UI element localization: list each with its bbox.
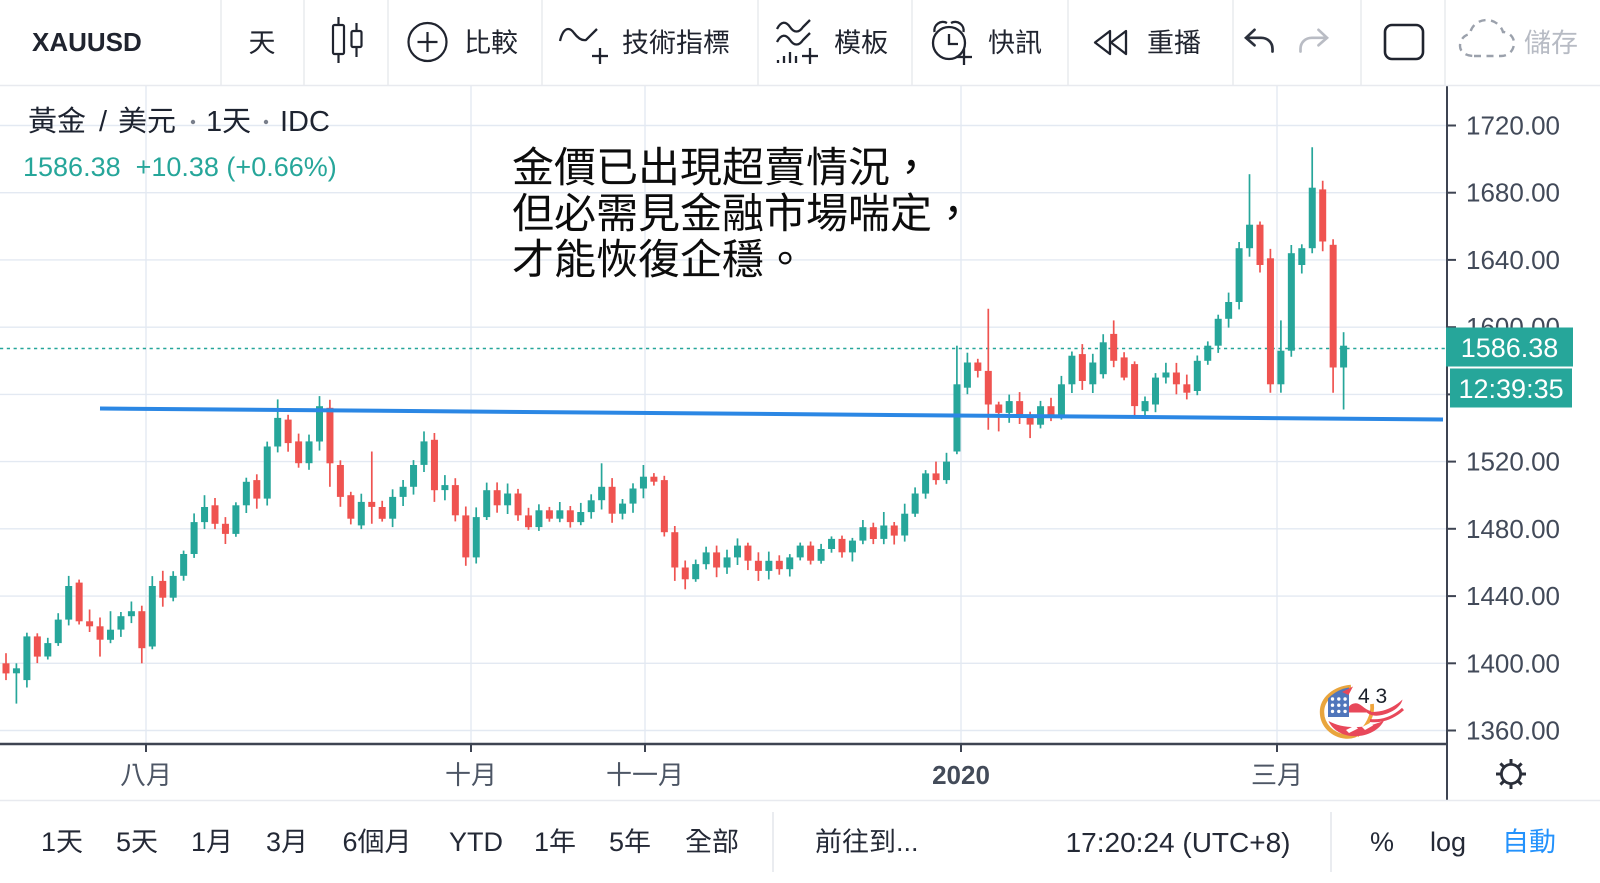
svg-text:1400.00: 1400.00 [1466,648,1560,678]
svg-text:1520.00: 1520.00 [1466,447,1560,477]
svg-text:1: 1 [191,827,206,857]
svg-text:1480.00: 1480.00 [1466,514,1560,544]
svg-text:1: 1 [206,106,222,138]
svg-text:17:20:24 (UTC+8): 17:20:24 (UTC+8) [1066,827,1291,858]
svg-text:5: 5 [609,827,624,857]
svg-text:/: / [99,106,108,138]
svg-text:2020: 2020 [932,760,990,790]
svg-text:XAUUSD: XAUUSD [32,27,142,57]
svg-text:IDC: IDC [280,106,330,138]
svg-text:12:39:35: 12:39:35 [1459,374,1564,404]
svg-text:1680.00: 1680.00 [1466,178,1560,208]
svg-text:1440.00: 1440.00 [1466,581,1560,611]
svg-text:4 3: 4 3 [1358,685,1387,708]
svg-text:1360.00: 1360.00 [1466,716,1560,746]
svg-text:YTD: YTD [449,827,503,857]
svg-text:1586.38 +10.38 (+0.66%): 1586.38 +10.38 (+0.66%) [23,152,337,182]
svg-text:1640.00: 1640.00 [1466,245,1560,275]
svg-text:5: 5 [116,827,131,857]
svg-text:6: 6 [343,827,358,857]
svg-text:%: % [1370,827,1394,857]
svg-text:1: 1 [534,827,549,857]
svg-text:1720.00: 1720.00 [1466,111,1560,141]
svg-text:1: 1 [41,827,56,857]
svg-text:log: log [1430,827,1466,857]
svg-text:3: 3 [266,827,281,857]
svg-text:...: ... [896,827,919,857]
svg-text:1586.38: 1586.38 [1461,333,1559,363]
